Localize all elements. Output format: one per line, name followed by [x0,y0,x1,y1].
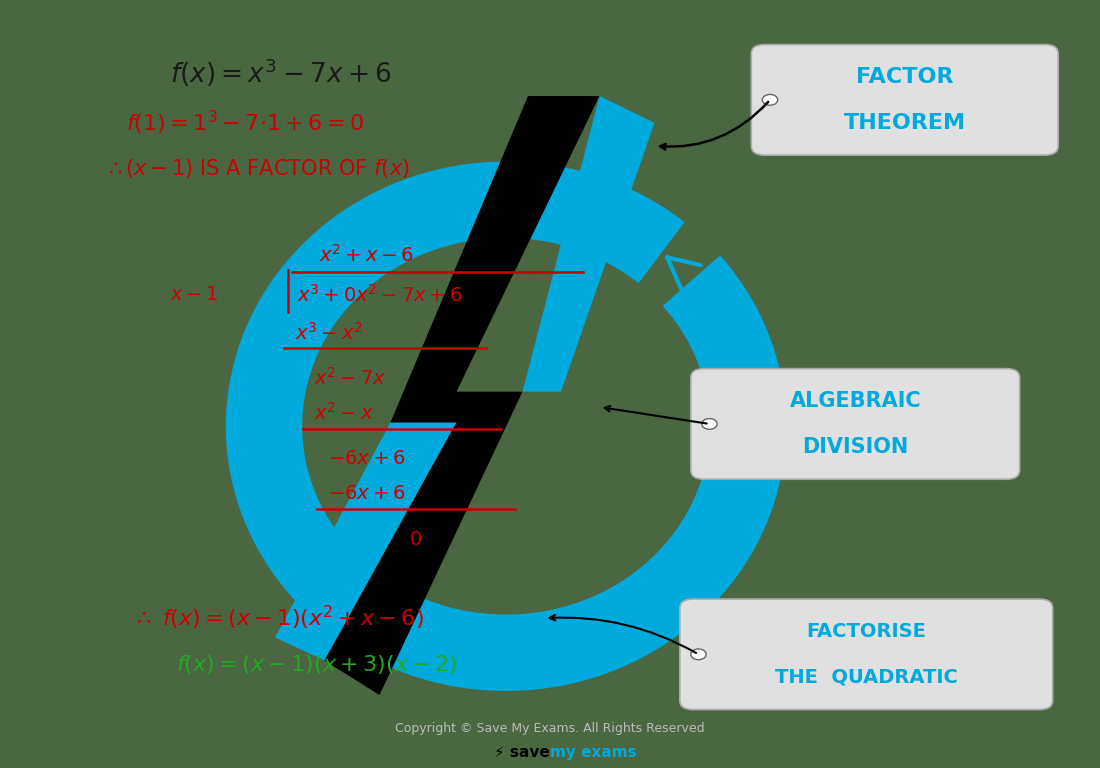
Text: ⚡ save: ⚡ save [494,745,550,760]
Polygon shape [522,96,654,392]
Text: $x^3+0x^2-7x+6$: $x^3+0x^2-7x+6$ [297,284,462,306]
Text: FACTOR: FACTOR [856,67,954,87]
Text: DIVISION: DIVISION [802,437,909,457]
Text: Copyright © Save My Exams. All Rights Reserved: Copyright © Save My Exams. All Rights Re… [395,722,705,734]
Text: $0$: $0$ [409,530,422,548]
Polygon shape [324,96,600,695]
Text: $f(1)=1^3-7{\cdot}1+6=0$: $f(1)=1^3-7{\cdot}1+6=0$ [126,109,364,137]
FancyBboxPatch shape [691,369,1020,479]
Text: $x^3-x^2$: $x^3-x^2$ [295,322,363,343]
Text: my exams: my exams [550,745,637,760]
Text: $-6x+6$: $-6x+6$ [328,484,405,502]
Circle shape [702,419,717,429]
Text: $x-1$: $x-1$ [170,286,219,304]
Circle shape [762,94,778,105]
FancyBboxPatch shape [680,599,1053,710]
Text: $f(x) = (x-1)(x+3)(x-2)$: $f(x) = (x-1)(x+3)(x-2)$ [176,653,458,676]
Text: $-6x+6$: $-6x+6$ [328,449,405,468]
Text: $f(x) = x^3-7x + 6$: $f(x) = x^3-7x + 6$ [170,57,392,89]
Text: $\therefore (x-1) \ \mathrm{IS} \ \mathrm{A} \ \mathrm{FACTOR} \ \mathrm{OF} \ f: $\therefore (x-1) \ \mathrm{IS} \ \mathr… [104,157,410,180]
Circle shape [691,649,706,660]
Polygon shape [275,422,456,660]
Text: $x^2+x-6$: $x^2+x-6$ [319,244,414,266]
Text: THE  QUADRATIC: THE QUADRATIC [774,668,958,687]
Text: THEOREM: THEOREM [844,113,966,133]
Text: $\therefore \ f(x) = (x-1)(x^2+x-6)$: $\therefore \ f(x) = (x-1)(x^2+x-6)$ [132,604,424,632]
Text: ALGEBRAIC: ALGEBRAIC [790,391,921,411]
Text: $x^2-7x$: $x^2-7x$ [314,367,386,389]
Text: $x^2-x$: $x^2-x$ [314,402,373,424]
Text: FACTORISE: FACTORISE [806,622,926,641]
FancyBboxPatch shape [751,45,1058,155]
